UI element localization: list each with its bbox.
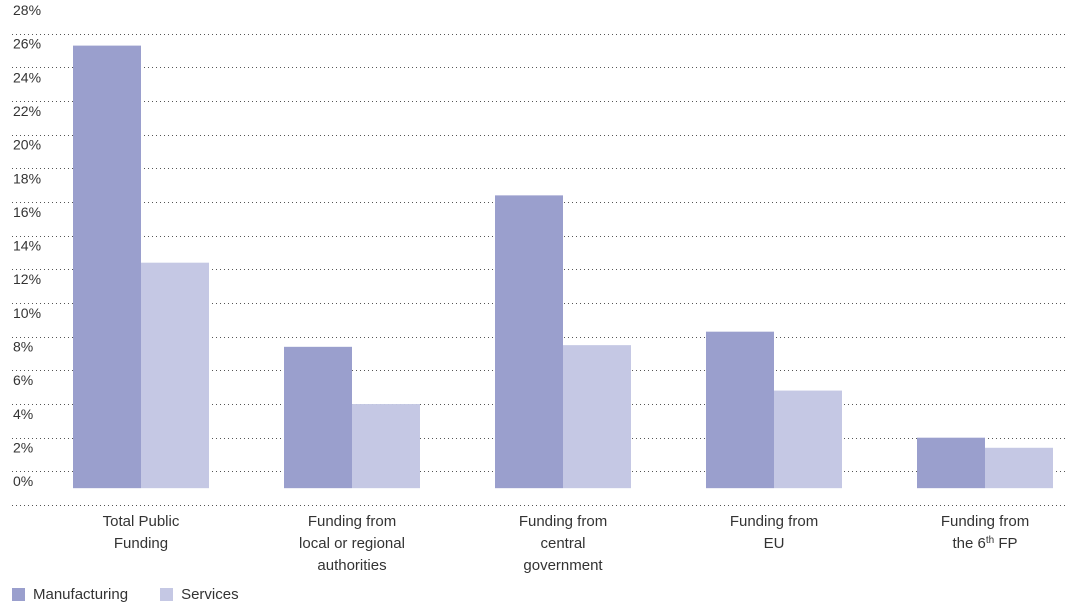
bar-services-3 [774,390,842,489]
y-tick-label: 10% [13,305,41,321]
x-axis-labels: Total Public Funding Funding from local or … [103,513,1030,574]
x-category-label: Funding from central government [519,513,607,574]
y-axis-ticks: 0% 2% 4% 6% 8% 10% 12% 14% 16% 18% 20% 22% 24% 26% 28% [13,2,41,489]
bars [73,45,1053,489]
y-tick-label: 26% [13,36,41,52]
y-tick-label: 24% [13,69,41,85]
bar-services-1 [352,404,420,489]
x-category-label: Funding from the 6th FP [941,513,1029,552]
x-category-label: Funding from EU [730,513,818,552]
legend-label-manufacturing: Manufacturing [33,586,129,603]
y-tick-label: 20% [13,137,41,153]
y-tick-label: 2% [13,440,33,456]
bar-services-2 [563,345,631,489]
legend-item-services: Services [160,586,239,603]
bar-manufacturing-2 [495,195,563,489]
bar-services-0 [141,262,209,489]
y-tick-label: 8% [13,339,33,355]
y-tick-label: 6% [13,372,33,388]
y-tick-label: 28% [13,2,41,18]
y-tick-label: 0% [13,473,33,489]
legend-label-services: Services [181,586,239,603]
bar-services-4 [985,447,1053,489]
legend-swatch-services [160,588,174,601]
y-tick-label: 12% [13,271,41,287]
legend: Manufacturing Services [12,586,271,603]
y-tick-label: 14% [13,238,41,254]
legend-swatch-manufacturing [12,588,25,601]
x-category-label: Funding from local or regional authorities [299,513,405,574]
bar-manufacturing-4 [917,437,985,489]
bar-manufacturing-0 [73,45,141,489]
bar-manufacturing-3 [706,331,774,489]
y-tick-label: 16% [13,204,41,220]
bar-manufacturing-1 [284,346,352,489]
x-category-label: Total Public Funding [103,513,180,552]
legend-item-manufacturing: Manufacturing [12,586,128,603]
y-tick-label: 22% [13,103,41,119]
bar-chart: 0% 2% 4% 6% 8% 10% 12% 14% 16% 18% 20% 22% 24% 26% 28%… [12,2,1066,574]
y-tick-label: 18% [13,170,41,186]
y-tick-label: 4% [13,406,33,422]
